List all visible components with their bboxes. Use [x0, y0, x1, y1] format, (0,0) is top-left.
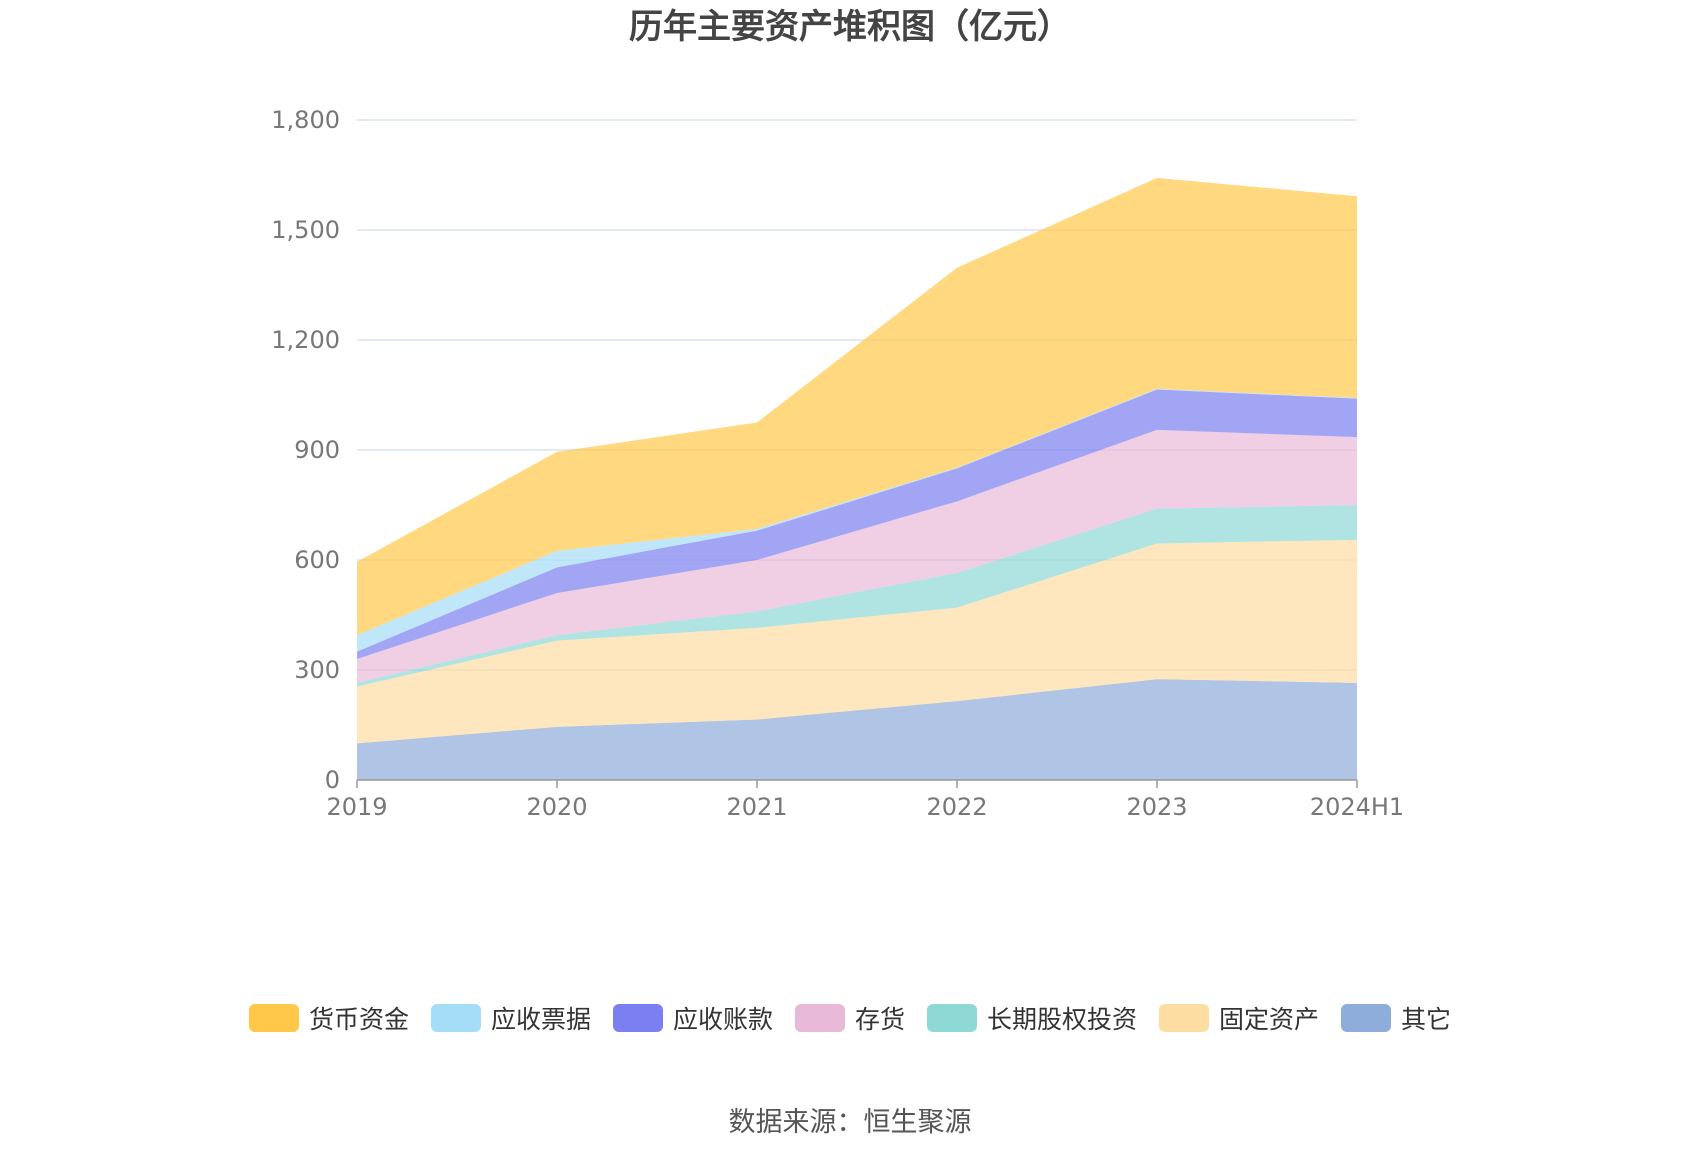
legend-swatch: [927, 1004, 977, 1032]
legend-label: 存货: [854, 1005, 905, 1034]
legend-swatch: [248, 1004, 299, 1032]
area-固定资产: [357, 539, 1357, 744]
area-长期股权投资: [357, 505, 1357, 687]
chart-title: 历年主要资产堆积图（亿元）: [629, 7, 1071, 47]
legend-item[interactable]: 应收票据: [430, 1000, 591, 1036]
legend-label: 应收票据: [490, 1005, 591, 1034]
legend-swatch: [1341, 1004, 1392, 1032]
legend-swatch: [1159, 1004, 1210, 1032]
area-series: [357, 177, 1357, 780]
legend-label: 应收账款: [672, 1005, 773, 1034]
area-存货: [357, 429, 1357, 683]
y-tick-label: 300: [294, 656, 340, 684]
legend-label: 货币资金: [308, 1005, 409, 1034]
legend-swatch: [430, 1004, 481, 1032]
y-tick-label: 1,800: [271, 106, 340, 134]
area-其它: [357, 679, 1357, 780]
y-tick-label: 600: [294, 546, 340, 574]
x-tick-label: 2021: [726, 793, 787, 821]
legend-item[interactable]: 存货: [794, 1000, 905, 1036]
legend-label: 长期股权投资: [987, 1005, 1138, 1034]
y-tick-label: 0: [325, 766, 340, 794]
legend-swatch: [794, 1004, 845, 1032]
y-tick-label: 1,200: [271, 326, 340, 354]
x-tick-label: 2023: [1126, 793, 1187, 821]
x-tick-label: 2022: [926, 793, 987, 821]
chart-legend: 货币资金 应收票据 应收账款 存货 长期股权投资 固定资产 其它: [0, 1000, 1700, 1036]
legend-item[interactable]: 其它: [1341, 1000, 1451, 1036]
stacked-area-chart: 0 300 600 900 1,200 1,500 1,800 2019 2020 2021 202…: [271, 106, 1404, 821]
legend-item[interactable]: 货币资金: [248, 1000, 409, 1036]
legend-label: 固定资产: [1219, 1005, 1320, 1034]
axes: 0 300 600 900 1,200 1,500 1,800 2019 2020 2021 202…: [271, 106, 1404, 821]
area-货币资金: [357, 177, 1357, 636]
legend-swatch: [612, 1004, 663, 1032]
legend-item[interactable]: 长期股权投资: [927, 1000, 1137, 1036]
x-tick-label: 2019: [326, 793, 387, 821]
legend-item[interactable]: 应收账款: [612, 1000, 773, 1036]
x-tick-label: 2020: [526, 793, 587, 821]
legend-item[interactable]: 固定资产: [1159, 1000, 1319, 1036]
data-source: 数据来源：恒生聚源: [728, 1107, 972, 1138]
legend-label: 其它: [1401, 1005, 1452, 1034]
area-应收账款: [357, 389, 1357, 659]
y-tick-label: 900: [294, 436, 340, 464]
x-tick-label: 2024H1: [1310, 793, 1404, 821]
y-tick-label: 1,500: [271, 216, 340, 244]
